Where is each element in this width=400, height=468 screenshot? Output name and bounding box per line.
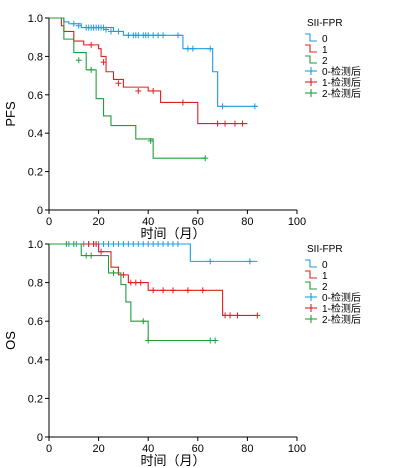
y-tick-label: 0 <box>37 432 43 444</box>
legend-item: 1 <box>305 44 328 56</box>
series-1 <box>49 17 248 127</box>
legend-item: 2 <box>305 281 328 293</box>
x-tick-label: 100 <box>288 216 306 228</box>
x-axis-label: 时间（月） <box>140 226 205 241</box>
y-tick-label: 0.4 <box>28 355 43 367</box>
legend-item: 2 <box>305 55 328 67</box>
legend-swatch <box>305 55 317 64</box>
x-tick-label: 100 <box>288 443 306 455</box>
legend-swatch <box>305 281 317 290</box>
legend-label: 0 <box>322 260 328 271</box>
series-line-1 <box>49 17 248 125</box>
series-1 <box>49 241 261 319</box>
legend-label: 0 <box>322 34 328 45</box>
legend-swatch <box>305 33 317 42</box>
y-tick-label: 0.6 <box>28 90 43 102</box>
y-axis-label: OS <box>3 331 18 350</box>
y-tick-label: 0.2 <box>28 393 43 405</box>
x-tick-label: 80 <box>241 216 253 228</box>
x-axis-label: 时间（月） <box>140 453 205 468</box>
legend-title: SII-FPR <box>307 244 343 255</box>
legend-item: 1-检测后 <box>305 302 361 315</box>
x-tick-label: 40 <box>142 443 154 455</box>
legend-item: 0 <box>305 33 328 45</box>
series-line-2 <box>49 17 206 159</box>
legend-label: 2-检测后 <box>322 87 361 100</box>
x-tick-label: 0 <box>46 443 52 455</box>
pfs-chart-panel: 0 20 40 60 80 10000.20.40.60.81.0时间（月）PFSSII-… <box>3 13 361 241</box>
legend-title: SII-FPR <box>307 18 343 29</box>
y-tick-label: 0.4 <box>28 128 43 140</box>
legend-swatch <box>305 44 317 53</box>
legend-label: 1-检测后 <box>322 76 361 89</box>
legend-label: 2-检测后 <box>322 313 361 326</box>
legend-label: 1-检测后 <box>322 302 361 315</box>
legend-label: 0-检测后 <box>322 291 361 304</box>
x-tick-label: 20 <box>92 216 104 228</box>
y-tick-label: 1.0 <box>28 13 43 25</box>
legend-item: 1-检测后 <box>305 76 361 89</box>
series-line-1 <box>49 243 258 316</box>
legend-label: 2 <box>322 282 328 293</box>
x-tick-label: 40 <box>142 216 154 228</box>
x-tick-label: 60 <box>192 443 204 455</box>
legend-item: 0 <box>305 259 328 271</box>
y-axis-label: PFS <box>3 101 18 127</box>
y-tick-label: 0.8 <box>28 51 43 63</box>
legend-swatch <box>305 259 317 268</box>
x-tick-label: 60 <box>192 216 204 228</box>
x-tick-label: 0 <box>46 216 52 228</box>
legend-item: 0-检测后 <box>305 65 361 78</box>
series-2 <box>49 17 209 162</box>
legend-swatch <box>305 270 317 279</box>
y-tick-label: 0.6 <box>28 316 43 328</box>
legend-label: 2 <box>322 56 328 67</box>
legend-label: 1 <box>322 271 328 282</box>
legend-item: 1 <box>305 270 328 282</box>
series-2 <box>49 241 219 344</box>
y-tick-label: 0.8 <box>28 278 43 290</box>
y-tick-label: 1.0 <box>28 239 43 251</box>
x-tick-label: 20 <box>92 443 104 455</box>
legend-item: 0-检测后 <box>305 291 361 304</box>
legend-label: 0-检测后 <box>322 65 361 78</box>
os-chart-panel: 0 20 40 60 80 10000.20.40.60.81.0时间（月）OSSII-F… <box>3 239 361 468</box>
y-tick-label: 0 <box>37 205 43 217</box>
legend-item: 2-检测后 <box>305 87 361 100</box>
x-tick-label: 80 <box>241 443 253 455</box>
legend-item: 2-检测后 <box>305 313 361 326</box>
y-tick-label: 0.2 <box>28 167 43 179</box>
series-0 <box>49 17 258 110</box>
legend-label: 1 <box>322 45 328 56</box>
